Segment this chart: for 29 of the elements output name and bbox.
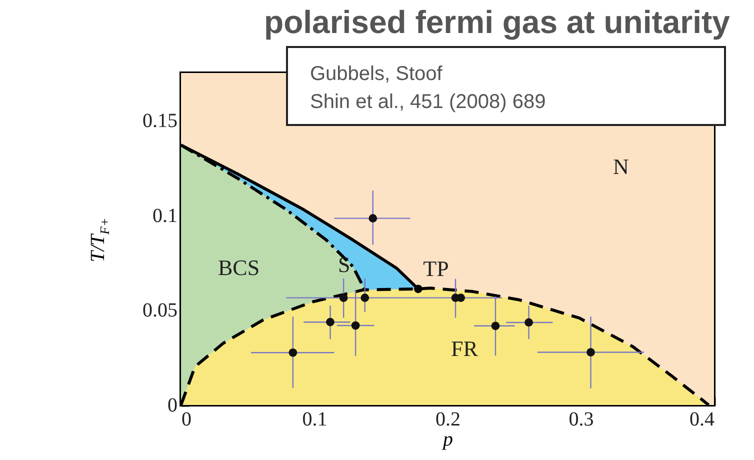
text-box: Gubbels, Stoof Shin et al., 451 (2008) 689 bbox=[286, 46, 726, 126]
point bbox=[368, 214, 378, 222]
chart-title: polarised fermi gas at unitarity bbox=[263, 4, 731, 41]
annotation: N bbox=[613, 154, 629, 180]
point bbox=[351, 321, 360, 330]
y-tick-label: 0.15 bbox=[142, 110, 178, 132]
point bbox=[524, 318, 533, 327]
y-tick-label: 0 bbox=[168, 394, 178, 416]
point bbox=[339, 294, 348, 302]
point bbox=[288, 348, 298, 357]
annotation: BCS bbox=[218, 255, 260, 281]
point bbox=[491, 322, 500, 330]
x-tick-label: 0.4 bbox=[690, 408, 714, 430]
annotation: Shin et al., 451 (2008) 689 bbox=[310, 90, 547, 115]
annotation: Gubbels, Stoof bbox=[310, 62, 444, 87]
point bbox=[326, 318, 334, 326]
point bbox=[586, 348, 595, 356]
annotation: S bbox=[338, 252, 350, 278]
x-axis-title: p bbox=[441, 428, 453, 450]
x-tick-label: 0.1 bbox=[302, 408, 328, 430]
x-tick-label: 0 bbox=[182, 408, 192, 430]
point bbox=[414, 284, 422, 294]
point bbox=[360, 294, 370, 302]
y-tick-label: 0.1 bbox=[152, 204, 178, 227]
x-tick-label: 0.3 bbox=[568, 408, 594, 430]
annotation: FR bbox=[451, 336, 478, 362]
x-tick-label: 0.2 bbox=[436, 408, 460, 430]
y-tick-label: 0.05 bbox=[142, 300, 178, 322]
annotation: TP bbox=[423, 256, 449, 281]
